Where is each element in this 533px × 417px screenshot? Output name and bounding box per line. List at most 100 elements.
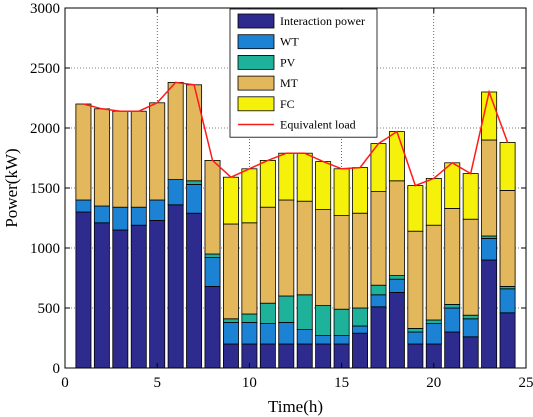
bar-mt	[315, 209, 332, 307]
bar-fc	[352, 167, 369, 214]
y-tick-label: 1500	[30, 181, 60, 197]
bar-pv	[444, 303, 461, 309]
bar-interaction-power	[93, 222, 110, 369]
bar-interaction-power	[222, 343, 239, 369]
bar-fc	[444, 162, 461, 209]
bar-wt	[112, 206, 129, 231]
bar-wt	[444, 307, 461, 333]
bar-mt	[370, 191, 387, 286]
legend-swatch-mt	[237, 75, 275, 91]
bar-interaction-power	[444, 331, 461, 369]
bar-pv	[333, 308, 350, 337]
y-tick-label: 500	[38, 301, 61, 317]
bar-pv	[241, 313, 258, 323]
bar-mt	[167, 82, 184, 180]
bar-mt	[425, 224, 442, 321]
bar-mt	[499, 189, 516, 287]
bar-pv	[370, 284, 387, 296]
legend-swatch-fc	[237, 96, 275, 112]
equivalent-load-line-group	[83, 81, 509, 187]
bar-wt	[370, 294, 387, 308]
bar-mt	[241, 222, 258, 315]
bar-wt	[333, 335, 350, 345]
x-tick-label: 15	[334, 375, 349, 391]
legend-swatch-interaction-power	[237, 13, 275, 29]
bar-fc	[499, 141, 516, 191]
bar-pv	[204, 253, 221, 258]
bar-pv	[425, 319, 442, 324]
y-tick-label: 3000	[30, 1, 60, 17]
bar-pv	[186, 180, 203, 185]
bar-wt	[407, 331, 424, 345]
bar-mt	[93, 108, 110, 207]
bar-wt	[75, 199, 92, 213]
x-tick-label: 25	[519, 375, 533, 391]
bar-mt	[186, 84, 203, 182]
bar-interaction-power	[167, 204, 184, 369]
legend: Interaction power WT PV MT FC Equivalent load	[229, 8, 378, 138]
y-tick-label: 1000	[30, 241, 60, 257]
bar-pv	[259, 302, 276, 325]
bar-mt	[481, 139, 498, 237]
bar-interaction-power	[278, 343, 295, 369]
x-tick-label: 10	[242, 375, 257, 391]
y-axis-title: Power(kW)	[2, 148, 21, 227]
legend-box	[229, 8, 378, 138]
bar-mt	[296, 200, 313, 296]
bar-fc	[388, 131, 405, 182]
bar-wt	[222, 321, 239, 345]
bar-mt	[204, 159, 221, 255]
bar-pv	[407, 327, 424, 333]
bar-mt	[259, 206, 276, 304]
bar-pv	[388, 275, 405, 280]
bar-interaction-power	[499, 312, 516, 369]
bar-interaction-power	[186, 212, 203, 369]
bar-pv	[315, 305, 332, 337]
bar-fc	[315, 161, 332, 211]
bar-mt	[388, 180, 405, 277]
bar-fc	[278, 152, 295, 201]
bar-fc	[222, 176, 239, 225]
bar-mt	[352, 212, 369, 309]
bar-fc	[407, 185, 424, 232]
bar-fc	[333, 168, 350, 217]
bar-interaction-power	[130, 224, 147, 369]
bar-mt	[444, 207, 461, 305]
bar-wt	[241, 321, 258, 345]
legend-label-interaction-power: Interaction power	[280, 14, 365, 28]
bar-pv	[296, 294, 313, 330]
bar-wt	[149, 199, 166, 221]
bar-interaction-power	[204, 285, 221, 369]
bar-pv	[222, 318, 239, 323]
legend-label-equivalent-load: Equivalent load	[280, 118, 356, 132]
bar-interaction-power	[352, 332, 369, 369]
bar-interaction-power	[370, 306, 387, 369]
bar-interaction-power	[388, 291, 405, 369]
bar-wt	[352, 325, 369, 334]
bar-wt	[278, 321, 295, 345]
bar-wt	[93, 205, 110, 224]
bar-mt	[333, 215, 350, 310]
bar-wt	[259, 323, 276, 345]
bar-mt	[407, 230, 424, 329]
bar-pv	[352, 307, 369, 327]
bar-wt	[315, 335, 332, 345]
bar-fc	[462, 173, 479, 220]
legend-label-pv: PV	[280, 55, 296, 69]
bar-wt	[130, 206, 147, 226]
equivalent-load-line	[83, 81, 509, 187]
bars-group	[75, 82, 516, 369]
bar-wt	[186, 183, 203, 214]
bar-wt	[167, 179, 184, 206]
bar-wt	[499, 288, 516, 314]
bar-fc	[425, 177, 442, 226]
legend-label-mt: MT	[280, 76, 299, 90]
bar-interaction-power	[149, 219, 166, 369]
bar-fc	[241, 168, 258, 224]
bar-interaction-power	[462, 336, 479, 369]
bar-wt	[204, 257, 221, 287]
bar-interaction-power	[315, 343, 332, 369]
bar-interaction-power	[407, 343, 424, 369]
x-tick-label: 0	[61, 375, 69, 391]
legend-swatch-pv	[237, 55, 275, 70]
